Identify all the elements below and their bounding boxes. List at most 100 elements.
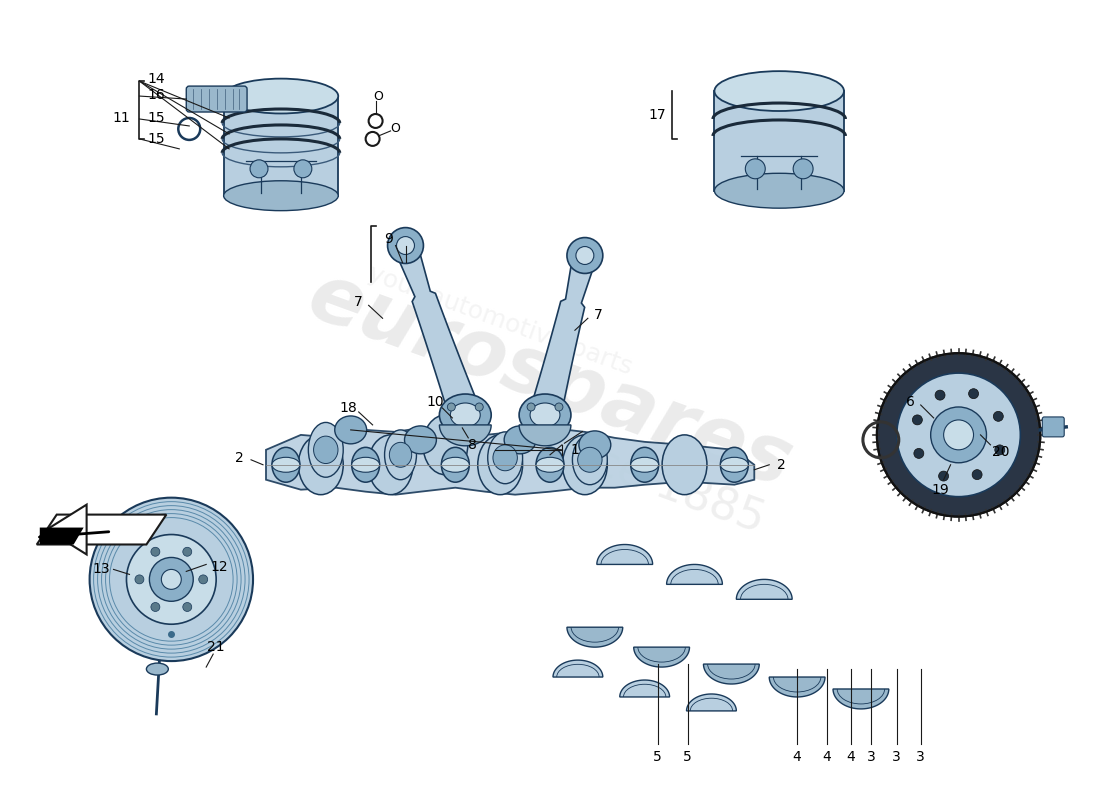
Text: 13: 13 (92, 562, 110, 577)
Ellipse shape (493, 445, 517, 470)
Ellipse shape (477, 435, 522, 494)
Circle shape (746, 159, 766, 178)
Circle shape (135, 575, 144, 584)
Polygon shape (686, 694, 736, 711)
Circle shape (914, 449, 924, 458)
Circle shape (294, 160, 311, 178)
Ellipse shape (487, 432, 522, 484)
Polygon shape (394, 242, 481, 420)
Text: 3: 3 (892, 750, 901, 764)
Text: 4: 4 (823, 750, 832, 764)
Polygon shape (667, 565, 723, 584)
Ellipse shape (562, 435, 607, 494)
Ellipse shape (334, 416, 366, 444)
Circle shape (993, 411, 1003, 422)
Ellipse shape (714, 174, 844, 208)
Circle shape (877, 353, 1041, 517)
FancyBboxPatch shape (1043, 417, 1064, 437)
Polygon shape (634, 647, 690, 667)
Ellipse shape (441, 447, 470, 482)
Circle shape (396, 237, 415, 254)
Text: 4: 4 (793, 750, 802, 764)
Ellipse shape (389, 442, 411, 467)
Circle shape (183, 547, 191, 556)
Text: 12: 12 (210, 561, 228, 574)
Circle shape (566, 238, 603, 274)
Circle shape (387, 228, 424, 263)
Text: 8: 8 (468, 438, 476, 452)
Ellipse shape (720, 447, 748, 482)
Circle shape (162, 570, 182, 590)
Circle shape (576, 246, 594, 265)
Text: 16: 16 (147, 88, 165, 102)
Circle shape (972, 470, 982, 480)
Text: 5: 5 (653, 750, 662, 764)
Ellipse shape (146, 663, 168, 675)
Ellipse shape (352, 447, 379, 482)
Ellipse shape (536, 458, 564, 472)
Polygon shape (439, 425, 492, 446)
Ellipse shape (578, 447, 602, 472)
Ellipse shape (422, 415, 468, 474)
Ellipse shape (662, 435, 707, 494)
Text: your automotive parts: your automotive parts (365, 262, 636, 379)
Circle shape (931, 407, 987, 462)
Polygon shape (769, 677, 825, 697)
Text: 19: 19 (932, 482, 949, 497)
Text: 21: 21 (208, 640, 226, 654)
Circle shape (935, 390, 945, 400)
Text: 11: 11 (112, 111, 131, 126)
Ellipse shape (720, 458, 748, 472)
Polygon shape (566, 627, 623, 647)
Text: eurospares: eurospares (297, 256, 803, 504)
Ellipse shape (450, 403, 481, 427)
Polygon shape (40, 527, 84, 545)
Ellipse shape (314, 436, 338, 463)
Text: 15: 15 (147, 111, 165, 125)
FancyBboxPatch shape (186, 86, 248, 112)
Text: 15: 15 (147, 132, 165, 146)
Text: 1: 1 (571, 443, 580, 457)
Text: 3: 3 (867, 750, 876, 764)
Polygon shape (714, 91, 844, 190)
Polygon shape (597, 545, 652, 565)
Ellipse shape (439, 394, 492, 436)
Circle shape (556, 403, 563, 411)
Polygon shape (36, 514, 166, 545)
Ellipse shape (272, 447, 300, 482)
Circle shape (448, 403, 455, 411)
Circle shape (938, 471, 948, 481)
Ellipse shape (223, 78, 338, 114)
Ellipse shape (405, 426, 437, 454)
Circle shape (250, 160, 268, 178)
Ellipse shape (352, 458, 379, 472)
Ellipse shape (630, 458, 659, 472)
Circle shape (994, 445, 1004, 455)
Polygon shape (529, 253, 596, 419)
Circle shape (150, 558, 194, 602)
Polygon shape (704, 664, 759, 684)
Polygon shape (519, 425, 571, 446)
Ellipse shape (519, 394, 571, 436)
Polygon shape (47, 505, 87, 554)
Text: O: O (374, 90, 384, 102)
Circle shape (527, 403, 535, 411)
Polygon shape (833, 689, 889, 709)
Polygon shape (223, 96, 338, 196)
Circle shape (896, 373, 1021, 497)
Ellipse shape (536, 447, 564, 482)
Text: 14: 14 (147, 72, 165, 86)
Circle shape (912, 415, 923, 425)
Text: 10: 10 (427, 395, 444, 409)
Ellipse shape (530, 403, 560, 427)
Ellipse shape (298, 435, 343, 494)
Text: 6: 6 (906, 395, 915, 409)
Circle shape (944, 420, 974, 450)
Text: O: O (390, 122, 400, 135)
Polygon shape (553, 660, 603, 677)
Circle shape (151, 602, 160, 611)
Circle shape (199, 575, 208, 584)
Polygon shape (736, 579, 792, 599)
Text: 7: 7 (354, 295, 363, 310)
Text: 18: 18 (340, 401, 358, 415)
